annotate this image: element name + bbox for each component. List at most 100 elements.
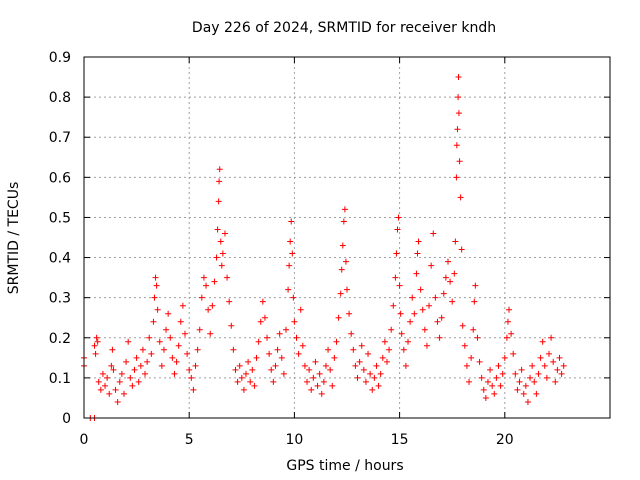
y-tick-label: 0.7 bbox=[49, 130, 71, 146]
data-point bbox=[266, 350, 273, 357]
data-point bbox=[280, 370, 287, 377]
data-point bbox=[240, 386, 247, 393]
data-point bbox=[144, 358, 151, 365]
data-point bbox=[436, 334, 443, 341]
data-point bbox=[310, 374, 317, 381]
data-point bbox=[527, 374, 534, 381]
data-point bbox=[218, 262, 225, 269]
data-point bbox=[207, 330, 214, 337]
data-point bbox=[289, 250, 296, 257]
data-point bbox=[203, 282, 210, 289]
data-point bbox=[455, 110, 462, 117]
data-point bbox=[116, 378, 123, 385]
data-point bbox=[177, 318, 184, 325]
data-point bbox=[91, 342, 98, 349]
data-point bbox=[148, 350, 155, 357]
data-point bbox=[110, 366, 117, 373]
data-point bbox=[142, 370, 149, 377]
data-point bbox=[114, 398, 121, 405]
data-point bbox=[456, 158, 463, 165]
data-point bbox=[455, 94, 462, 101]
y-tick-label: 0.6 bbox=[49, 170, 71, 186]
data-point bbox=[554, 366, 561, 373]
data-point bbox=[154, 306, 161, 313]
data-point bbox=[152, 274, 159, 281]
data-point bbox=[442, 274, 449, 281]
data-point bbox=[426, 302, 433, 309]
data-point bbox=[423, 342, 430, 349]
data-point bbox=[93, 334, 100, 341]
data-point bbox=[346, 310, 353, 317]
data-point bbox=[516, 378, 523, 385]
data-point bbox=[151, 294, 158, 301]
data-point bbox=[291, 318, 298, 325]
data-point bbox=[192, 362, 199, 369]
data-point bbox=[539, 338, 546, 345]
data-point bbox=[186, 366, 193, 373]
data-point bbox=[430, 230, 437, 237]
data-point bbox=[466, 378, 473, 385]
data-point bbox=[299, 342, 306, 349]
data-point bbox=[394, 226, 401, 233]
data-point bbox=[249, 366, 256, 373]
data-point bbox=[421, 326, 428, 333]
data-point bbox=[308, 386, 315, 393]
data-point bbox=[537, 354, 544, 361]
data-point bbox=[414, 250, 421, 257]
data-point bbox=[468, 354, 475, 361]
data-point bbox=[335, 314, 342, 321]
data-point bbox=[413, 270, 420, 277]
data-point bbox=[312, 358, 319, 365]
data-point bbox=[556, 354, 563, 361]
data-point bbox=[190, 386, 197, 393]
data-point bbox=[118, 370, 125, 377]
data-point bbox=[524, 398, 531, 405]
data-point bbox=[491, 390, 498, 397]
data-point bbox=[238, 374, 245, 381]
x-tick-label: 0 bbox=[80, 432, 89, 448]
data-point bbox=[127, 374, 134, 381]
data-point bbox=[123, 358, 130, 365]
data-point bbox=[99, 370, 106, 377]
data-point bbox=[158, 362, 165, 369]
data-point bbox=[106, 390, 113, 397]
data-point bbox=[165, 310, 172, 317]
data-point bbox=[520, 390, 527, 397]
data-point bbox=[381, 338, 388, 345]
data-point bbox=[285, 286, 292, 293]
data-point bbox=[108, 362, 115, 369]
data-point bbox=[288, 218, 295, 225]
data-point bbox=[316, 370, 323, 377]
data-point bbox=[447, 278, 454, 285]
data-point bbox=[455, 74, 462, 81]
data-point bbox=[550, 358, 557, 365]
data-point bbox=[329, 382, 336, 389]
data-points bbox=[81, 74, 567, 421]
data-point bbox=[171, 370, 178, 377]
data-point bbox=[304, 378, 311, 385]
data-point bbox=[419, 306, 426, 313]
data-point bbox=[432, 294, 439, 301]
data-point bbox=[184, 350, 191, 357]
data-point bbox=[453, 142, 460, 149]
data-point bbox=[356, 358, 363, 365]
data-point bbox=[438, 314, 445, 321]
data-point bbox=[484, 378, 491, 385]
x-tick-label: 5 bbox=[185, 432, 194, 448]
data-point bbox=[274, 346, 281, 353]
data-point bbox=[255, 338, 262, 345]
data-point bbox=[325, 346, 332, 353]
data-point bbox=[219, 250, 226, 257]
data-point bbox=[209, 302, 216, 309]
data-point bbox=[506, 306, 513, 313]
data-point bbox=[451, 270, 458, 277]
plot-frame bbox=[83, 56, 611, 419]
data-point bbox=[272, 362, 279, 369]
data-point bbox=[499, 370, 506, 377]
data-point bbox=[215, 198, 222, 205]
data-point bbox=[458, 246, 465, 253]
data-point bbox=[543, 374, 550, 381]
data-point bbox=[375, 382, 382, 389]
data-point bbox=[348, 330, 355, 337]
data-point bbox=[276, 330, 283, 337]
